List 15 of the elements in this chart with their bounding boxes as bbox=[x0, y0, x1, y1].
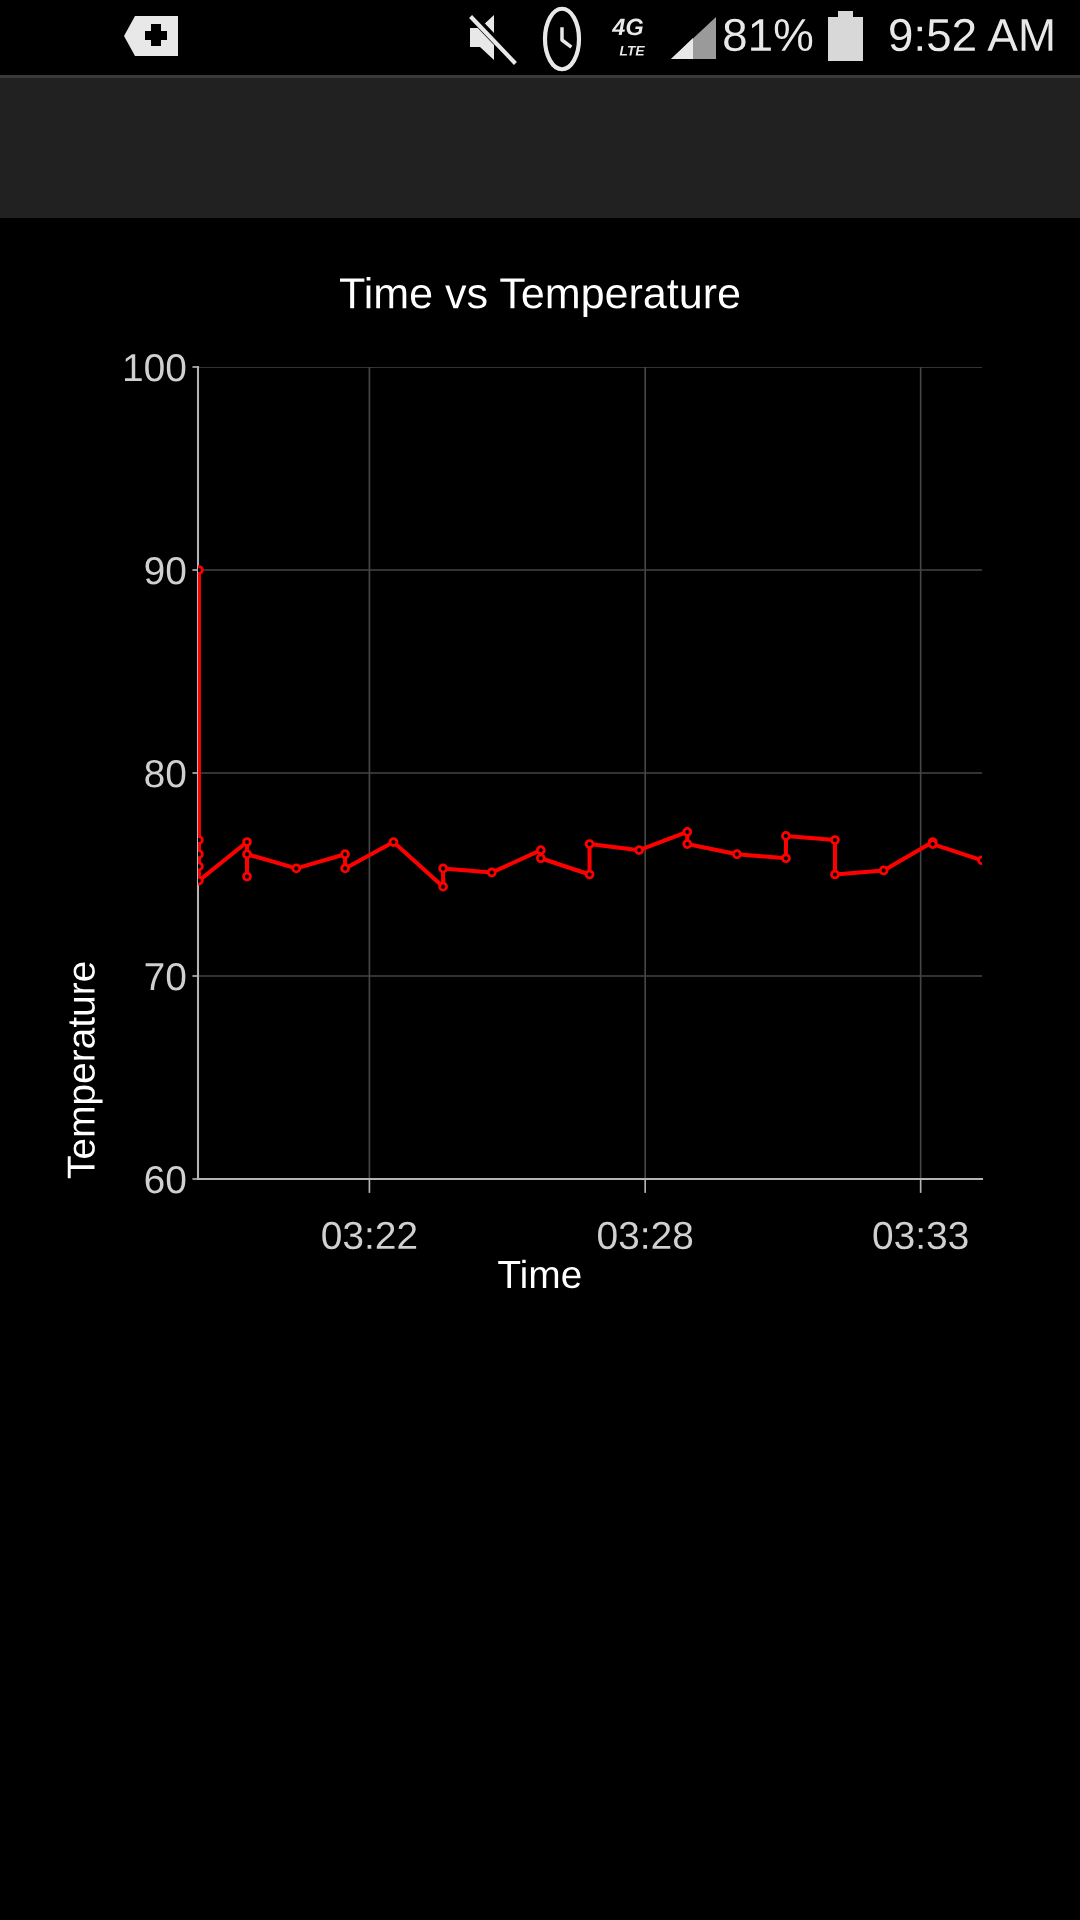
text: 4G bbox=[611, 18, 644, 36]
x-tick-label: 03:22 bbox=[322, 1221, 417, 1250]
y-tick-label: 70 bbox=[145, 962, 186, 991]
x-tick-label: 03:28 bbox=[598, 1221, 693, 1250]
y-tick-label: 60 bbox=[145, 1165, 186, 1194]
y-tick-label: 100 bbox=[124, 353, 186, 382]
y-axis-title: Temperature bbox=[67, 962, 103, 1179]
y-tick-label: 90 bbox=[145, 556, 186, 585]
chart-title: Time vs Temperature bbox=[340, 276, 740, 318]
text: 9:52 AM bbox=[890, 18, 1053, 52]
text: LTE bbox=[619, 46, 645, 56]
text: 81% bbox=[724, 18, 813, 52]
x-tick-label: 03:33 bbox=[873, 1221, 968, 1250]
y-tick-label: 80 bbox=[145, 759, 186, 788]
x-axis-title: Time bbox=[498, 1259, 581, 1289]
